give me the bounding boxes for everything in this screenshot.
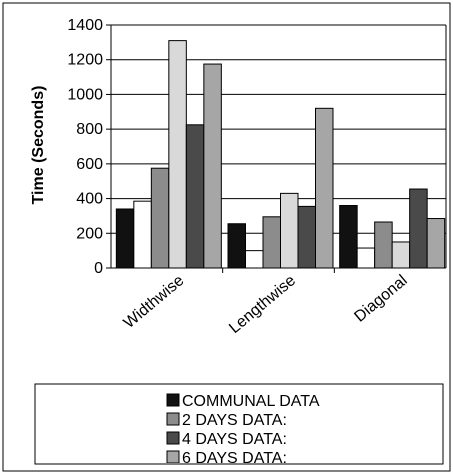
y-tick-label: 800 [76, 121, 103, 138]
legend: COMMUNAL DATA 2 DAYS DATA: 4 DAYS DATA: 6 D… [166, 393, 320, 467]
y-tick-label: 1400 [67, 17, 103, 34]
y-tick-label: 600 [76, 156, 103, 173]
bar [315, 107, 334, 269]
bar [374, 221, 393, 269]
y-tick-label: 1000 [67, 86, 103, 103]
legend-swatch [166, 393, 180, 407]
bar [426, 218, 446, 269]
legend-swatch [166, 431, 180, 445]
bar [280, 192, 299, 269]
y-axis-label: Time (Seconds) [30, 86, 47, 205]
bar [115, 208, 135, 269]
bar [262, 216, 281, 269]
bar [150, 167, 170, 269]
y-tick-label: 0 [94, 260, 103, 277]
y-tick-label: 400 [76, 191, 103, 208]
legend-box [34, 383, 444, 465]
bar [391, 241, 411, 269]
bar [339, 205, 358, 269]
legend-label: 2 DAYS DATA: [182, 412, 287, 429]
bar [168, 40, 187, 269]
bar [297, 205, 316, 269]
bar [227, 223, 246, 269]
bar [356, 247, 376, 269]
bar [203, 63, 222, 269]
bar [409, 188, 428, 269]
y-tick-label: 200 [76, 225, 103, 242]
bar [245, 250, 264, 269]
legend-label: 4 DAYS DATA: [182, 431, 287, 448]
legend-swatch [166, 412, 180, 426]
y-tick-label: 1200 [67, 52, 103, 69]
legend-label: COMMUNAL DATA [182, 393, 320, 410]
bars [115, 40, 446, 269]
bar [185, 124, 205, 269]
y-tick-labels: 0 200 400 600 800 1000 1200 1400 [67, 17, 103, 277]
legend-label: 6 DAYS DATA: [182, 450, 287, 467]
legend-swatch [166, 450, 180, 463]
bar [133, 200, 152, 269]
axes [106, 24, 447, 273]
